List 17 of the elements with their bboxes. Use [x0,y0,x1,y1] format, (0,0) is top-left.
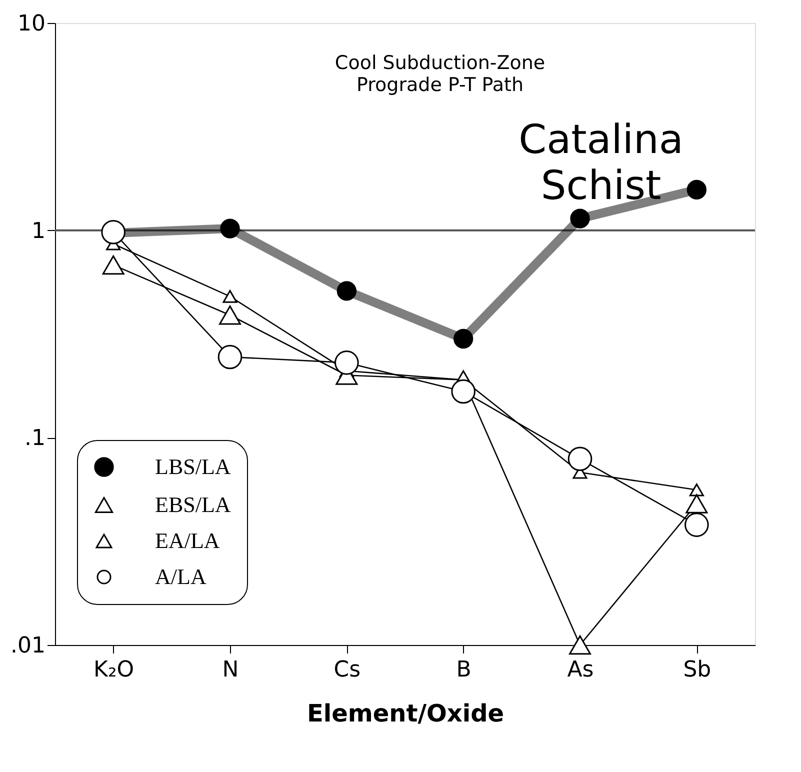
legend-label: LBS/LA [155,454,231,479]
x-tick-label: K₂O [94,658,134,682]
legend-label: A/LA [155,564,206,589]
x-tick-label: Cs [334,658,361,682]
annotation: Catalina Schist [518,117,684,210]
y-tick-label: .01 [10,634,46,658]
y-tick-label: .1 [24,426,46,452]
legend-label: EA/LA [155,528,220,553]
y-tick-label: 1 [32,218,46,244]
x-tick-label: Sb [683,658,712,682]
x-axis-title: Element/Oxide [306,700,504,728]
x-tick-label: B [456,658,472,682]
x-tick-label: N [222,658,239,682]
y-tick-label: 10 [18,12,46,36]
legend-label: EBS/LA [155,492,231,517]
x-tick-label: As [567,658,594,682]
annotation: Cool Subduction-Zone Prograde P-T Path [334,52,546,96]
